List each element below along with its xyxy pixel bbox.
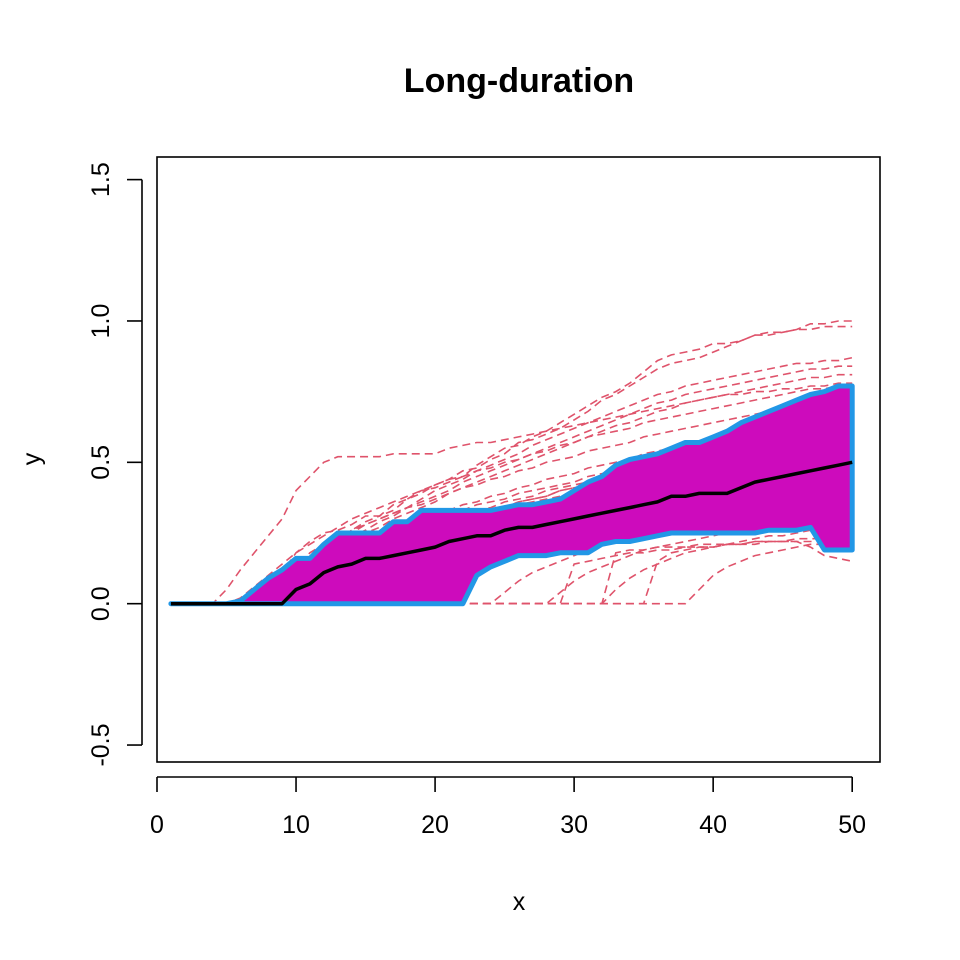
x-axis: 0 10 20 30 40 50: [150, 776, 866, 839]
y-axis-label: y: [18, 452, 46, 465]
y-tick-label: 1.0: [87, 304, 115, 339]
quantile-band: [168, 383, 855, 607]
x-tick-label: 10: [282, 811, 310, 839]
sample-path-23: [170, 540, 853, 605]
y-tick-label: 0.0: [87, 586, 115, 621]
chart-title: Long-duration: [404, 62, 634, 100]
x-tick-label: 30: [560, 811, 588, 839]
y-tick-label: -0.5: [87, 723, 115, 766]
plot-frame: [156, 156, 881, 763]
median-line: [170, 460, 853, 606]
sample-path-7: [170, 385, 853, 605]
x-tick-label: 20: [421, 811, 449, 839]
y-tick-label: 1.5: [87, 162, 115, 197]
y-axis: -0.5 0.0 0.5 1.0 1.5: [87, 162, 143, 767]
sample-path-6: [170, 382, 853, 605]
x-axis-label: x: [513, 888, 526, 916]
x-tick-label: 50: [838, 811, 866, 839]
band-area: [168, 383, 855, 607]
x-tick-label: 0: [150, 811, 164, 839]
y-tick-label: 0.5: [87, 445, 115, 480]
median-series: [170, 460, 853, 606]
x-tick-label: 40: [699, 811, 727, 839]
sample-path-1: [170, 320, 853, 605]
